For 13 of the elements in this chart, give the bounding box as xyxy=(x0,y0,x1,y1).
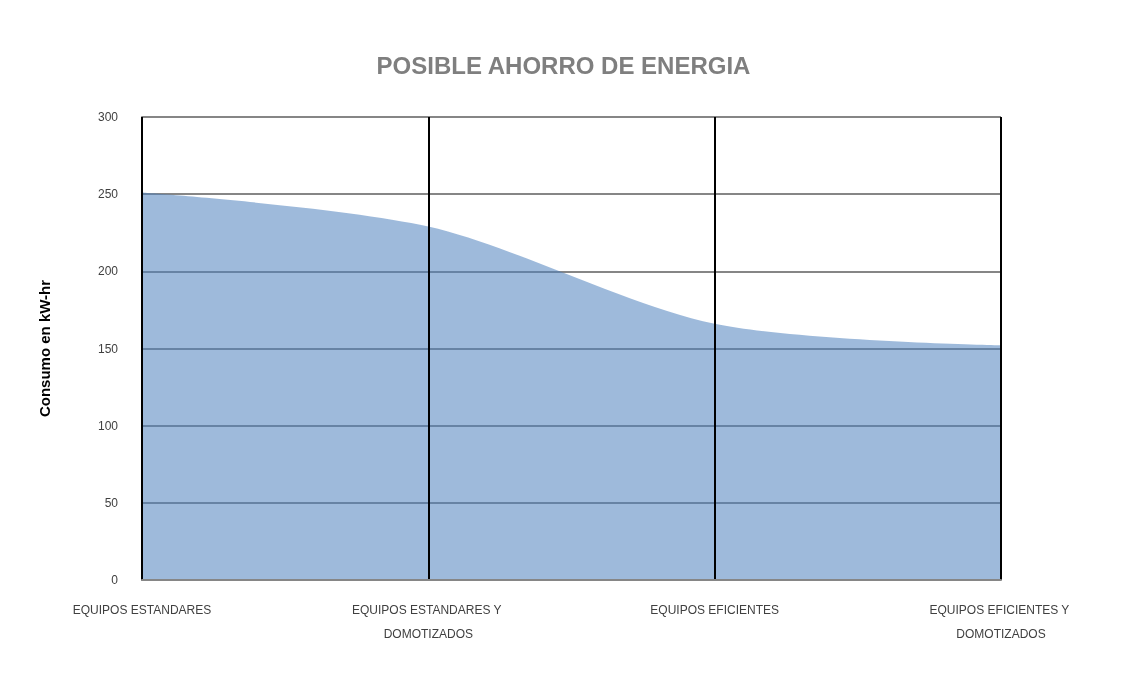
y-tick-label: 150 xyxy=(97,341,119,356)
y-tick-label: 250 xyxy=(97,187,119,202)
y-tick-label: 0 xyxy=(111,573,119,587)
y-tick-label: 50 xyxy=(104,495,119,510)
y-axis-title: Consumo en kW-hr xyxy=(36,279,53,418)
y-tick-label: 100 xyxy=(97,418,119,433)
chart-title: POSIBLE AHORRO DE ENERGIA xyxy=(376,51,751,79)
x-tick-label: EQUIPOS ESTANDARES Y DOMOTIZADOS xyxy=(351,603,505,641)
x-tick-label: EQUIPOS ESTANDARES xyxy=(72,603,212,617)
x-tick-label: EQUIPOS EFICIENTES Y DOMOTIZADOS xyxy=(929,603,1073,641)
y-tick-label: 300 xyxy=(97,110,119,124)
y-tick-label: 200 xyxy=(97,264,119,279)
x-tick-label: EQUIPOS EFICIENTES xyxy=(650,603,780,617)
